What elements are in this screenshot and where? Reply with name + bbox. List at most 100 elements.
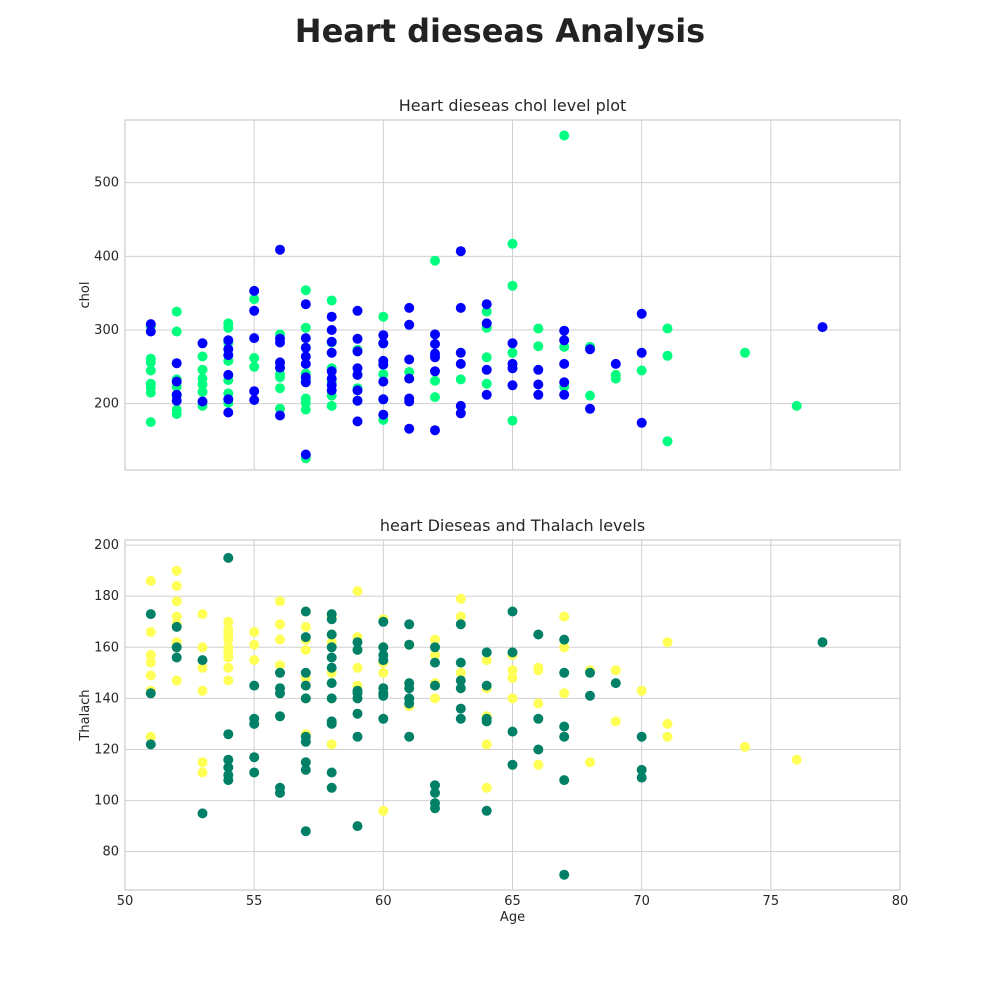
data-point (559, 731, 570, 742)
data-point (223, 729, 234, 740)
data-point (223, 616, 234, 627)
data-point (430, 657, 440, 668)
y-tick-label: 400 (94, 249, 119, 264)
data-point (171, 596, 182, 607)
data-point (430, 366, 440, 377)
data-point (326, 678, 337, 689)
data-point (533, 759, 544, 770)
data-point (352, 821, 363, 832)
data-point (559, 335, 570, 346)
data-point (507, 673, 518, 683)
data-point (223, 754, 234, 765)
data-point (378, 805, 389, 816)
data-point (275, 667, 285, 678)
data-point (610, 678, 621, 689)
data-point (171, 326, 182, 337)
data-point (404, 619, 415, 630)
data-point (300, 621, 311, 632)
data-point (300, 693, 311, 704)
data-point (559, 869, 570, 880)
data-point (559, 389, 570, 400)
data-point (223, 344, 234, 355)
data-point (481, 805, 492, 816)
data-point (275, 383, 285, 394)
figure-title: Heart dieseas Analysis (294, 12, 706, 50)
data-point (197, 609, 208, 620)
data-point (300, 449, 311, 460)
data-point (791, 754, 802, 765)
data-point (636, 347, 647, 358)
data-point (249, 285, 260, 296)
data-point (223, 675, 234, 686)
data-point (533, 662, 544, 673)
data-point (430, 392, 440, 403)
data-point (326, 739, 337, 750)
data-point (507, 647, 518, 658)
data-point (455, 611, 466, 622)
data-point (740, 741, 750, 752)
data-point (404, 693, 415, 704)
data-point (533, 698, 544, 709)
data-point (507, 726, 518, 737)
data-point (352, 395, 363, 406)
data-point (275, 333, 285, 344)
data-point (378, 616, 389, 627)
data-point (662, 637, 673, 648)
data-point (455, 358, 466, 369)
data-point (455, 302, 466, 313)
data-point (507, 358, 518, 369)
data-point (507, 606, 518, 617)
data-point (455, 667, 466, 678)
data-point (326, 336, 337, 347)
data-point (197, 655, 208, 666)
data-point (300, 333, 311, 344)
x-tick-label: 60 (375, 894, 392, 909)
data-point (455, 400, 466, 411)
data-point (636, 764, 647, 775)
plot-frame (124, 119, 901, 471)
data-point (507, 759, 518, 770)
data-point (300, 644, 311, 655)
data-point (455, 703, 466, 714)
data-point (455, 675, 466, 686)
data-point (300, 680, 311, 691)
data-point (352, 644, 363, 655)
data-point (481, 680, 492, 691)
data-point (249, 294, 260, 305)
data-point (326, 311, 337, 322)
data-point (223, 642, 234, 653)
data-point (300, 764, 311, 775)
data-point (507, 693, 518, 704)
data-point (249, 333, 260, 344)
data-point (197, 373, 208, 384)
data-point (352, 708, 363, 719)
data-point (326, 400, 337, 411)
data-point (430, 375, 440, 386)
data-point (171, 621, 182, 632)
data-point (559, 667, 570, 678)
data-point (223, 318, 234, 329)
data-point (378, 642, 389, 653)
data-point (662, 436, 673, 447)
data-point (430, 650, 440, 660)
data-point (378, 683, 389, 694)
data-point (481, 299, 492, 310)
data-point (145, 319, 156, 330)
data-point (378, 355, 389, 366)
y-tick-label: 200 (94, 397, 119, 412)
data-point (223, 762, 234, 773)
data-point (145, 731, 156, 742)
data-point (300, 826, 311, 837)
data-point (300, 632, 311, 643)
data-point (610, 716, 621, 727)
data-point (352, 346, 363, 357)
data-point (455, 593, 466, 604)
data-point (145, 670, 156, 681)
data-point (249, 395, 260, 405)
data-point (145, 609, 156, 620)
data-point (585, 403, 595, 414)
data-point (326, 652, 337, 663)
data-point (404, 639, 415, 650)
data-point (352, 586, 363, 597)
data-point (559, 377, 570, 388)
